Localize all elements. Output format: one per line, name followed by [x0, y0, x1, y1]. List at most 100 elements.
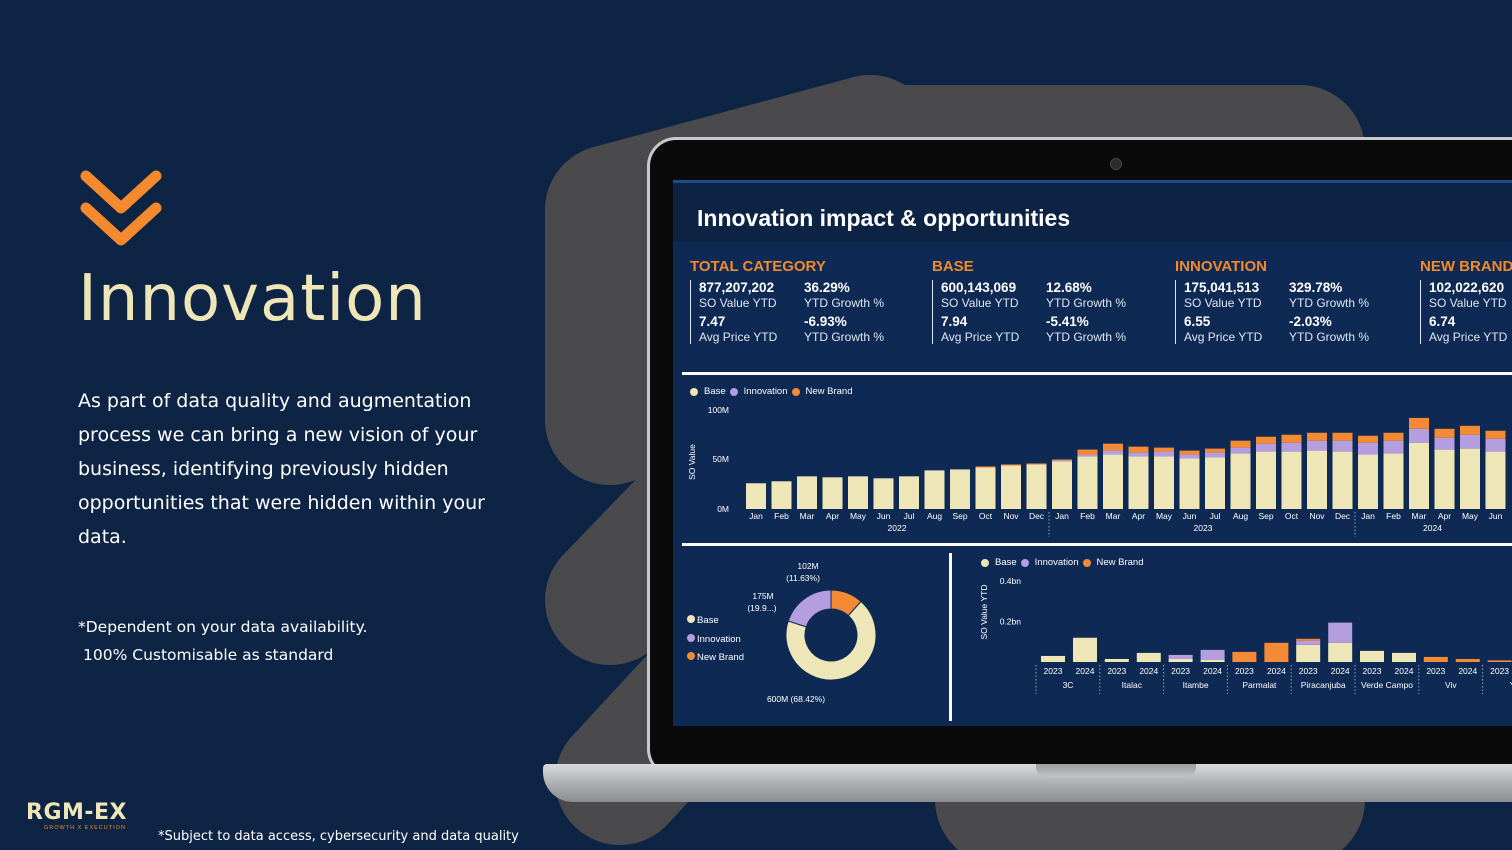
- x-tick-label: Mar: [1106, 511, 1121, 521]
- x-tick-label: Sep: [1258, 511, 1273, 521]
- x-tick-label: Mar: [800, 511, 815, 521]
- brand-label: Itambe: [1183, 680, 1209, 690]
- x-tick-label: Jan: [1361, 511, 1375, 521]
- kpi-value: 7.47: [699, 314, 726, 329]
- legend-label: Innovation: [1034, 557, 1079, 568]
- donut-legend: Base Innovation New Brand: [687, 612, 744, 668]
- bar-segment-base: [1230, 453, 1251, 509]
- x-tick-label: Jun: [1489, 511, 1503, 521]
- kpi-label: Avg Price YTD: [1429, 330, 1508, 344]
- description-text: As part of data quality and augmentation…: [78, 390, 485, 548]
- bar-segment-new-brand: [1434, 428, 1455, 438]
- bar-segment-base: [1434, 449, 1455, 509]
- bar-segment-base: [797, 476, 817, 509]
- slice-label: 102M: [797, 561, 818, 571]
- bar-segment-base: [822, 477, 843, 509]
- bar-segment-innovation: [1307, 440, 1327, 451]
- x-tick-label: Jan: [1055, 511, 1069, 521]
- bar-segment-base: [899, 476, 919, 509]
- bar-segment-base: [1154, 456, 1174, 509]
- y-tick-label: 100M: [708, 405, 729, 415]
- kpi-heading: INNOVATION: [1175, 258, 1267, 275]
- x-tick-label: Aug: [927, 511, 942, 521]
- bar-segment-innovation: [1128, 452, 1149, 457]
- bar-segment-base: [950, 469, 970, 509]
- bar-segment-nb: [1264, 642, 1289, 662]
- bar-segment-innovation: [1205, 452, 1225, 458]
- brand-legend: Base Innovation New Brand: [981, 557, 1144, 568]
- bar-segment-base: [1179, 458, 1200, 509]
- x-tick-label: Jan: [749, 511, 763, 521]
- bar-segment-new-brand: [1103, 443, 1123, 451]
- kpi-heading: TOTAL CATEGORY: [690, 258, 826, 275]
- bar-segment-base: [1052, 461, 1072, 509]
- bar-segment-base: [1168, 658, 1193, 662]
- y-axis-title: SO Value: [687, 444, 697, 480]
- bar-segment-base: [1392, 652, 1416, 662]
- x-tick-label: 2023: [1107, 666, 1126, 676]
- brand-label: Verde Campo: [1361, 680, 1413, 690]
- bar-segment-innovation: [1230, 447, 1251, 454]
- legend-label: New Brand: [805, 386, 853, 397]
- innovation-legend-dot: [1020, 558, 1029, 567]
- kpi-heading: NEW BRAND: [1420, 258, 1512, 275]
- x-tick-label: Oct: [979, 511, 993, 521]
- laptop-notch: [1036, 764, 1196, 777]
- x-tick-label: 2023: [1044, 666, 1063, 676]
- slice-label: 600M (68.42%): [767, 694, 825, 704]
- bar-segment-new-brand: [1001, 464, 1021, 466]
- x-tick-label: 2024: [1458, 666, 1477, 676]
- kpi-label: SO Value YTD: [1429, 296, 1507, 310]
- bar-segment-base: [1358, 454, 1378, 509]
- bar-segment-base: [1136, 652, 1161, 662]
- base-legend-dot: [687, 615, 695, 623]
- legend-label: Innovation: [697, 633, 741, 645]
- kpi-base: BASE 600,143,069 SO Value YTD 12.68% YTD G…: [932, 258, 1166, 344]
- legend-label: Base: [995, 557, 1017, 568]
- brand-label: Piracanjuba: [1301, 680, 1346, 690]
- bar-segment-base: [1041, 655, 1065, 662]
- bar-segment-base: [1281, 451, 1302, 509]
- bar-segment-innovation: [1103, 450, 1123, 455]
- bar-segment-base: [1073, 637, 1097, 662]
- share-donut-chart: 102M (11.63%) 175M (19.9...) 600M (68.42%): [747, 561, 877, 704]
- legend-label: Base: [697, 615, 719, 626]
- bar-segment-base: [1128, 456, 1149, 509]
- bar-segment-new-brand: [1026, 463, 1047, 465]
- x-tick-label: 2023: [1235, 666, 1254, 676]
- donut-slice-base: [785, 600, 877, 681]
- kpi-value: 877,207,202: [699, 280, 775, 295]
- kpi-label: SO Value YTD: [941, 296, 1019, 310]
- x-tick-label: 2023: [1171, 666, 1190, 676]
- x-tick-label: 2024: [1331, 666, 1350, 676]
- bar-segment-base: [1307, 450, 1327, 509]
- customisable-note: 100% Customisable as standard: [83, 646, 334, 664]
- kpi-label: Avg Price YTD: [699, 330, 778, 344]
- x-tick-label: 2023: [1363, 666, 1382, 676]
- innovation-legend-dot: [729, 387, 738, 396]
- kpi-value: -6.93%: [804, 314, 847, 329]
- x-tick-label: Apr: [1132, 511, 1145, 521]
- bar-segment-base: [746, 483, 766, 509]
- x-tick-label: Apr: [1438, 511, 1451, 521]
- kpi-label: YTD Growth %: [804, 330, 885, 344]
- bar-segment-base: [1328, 642, 1353, 662]
- bar-segment-innovation: [1358, 442, 1378, 455]
- x-tick-label: Jun: [877, 511, 891, 521]
- new-brand-legend-dot: [791, 387, 800, 396]
- x-tick-label: Apr: [826, 511, 839, 521]
- x-tick-label: Jul: [1210, 511, 1221, 521]
- bar-segment-innovation: [1154, 451, 1174, 457]
- bar-segment-new-brand: [975, 466, 996, 468]
- bar-segment-base: [1409, 442, 1429, 509]
- kpi-body: 877,207,202 SO Value YTD 36.29% YTD Growth…: [690, 280, 924, 344]
- double-chevron-down-icon: [80, 170, 162, 246]
- y-axis-title: SO Value YTD: [979, 585, 989, 640]
- bar-segment-base: [1296, 644, 1321, 662]
- x-tick-label: May: [1462, 511, 1479, 521]
- section-divider: [682, 372, 1512, 375]
- kpi-value: 175,041,513: [1184, 280, 1260, 295]
- bar-segment-base: [1485, 451, 1506, 509]
- innovation-legend-dot: [687, 633, 695, 642]
- x-tick-label: May: [850, 511, 867, 521]
